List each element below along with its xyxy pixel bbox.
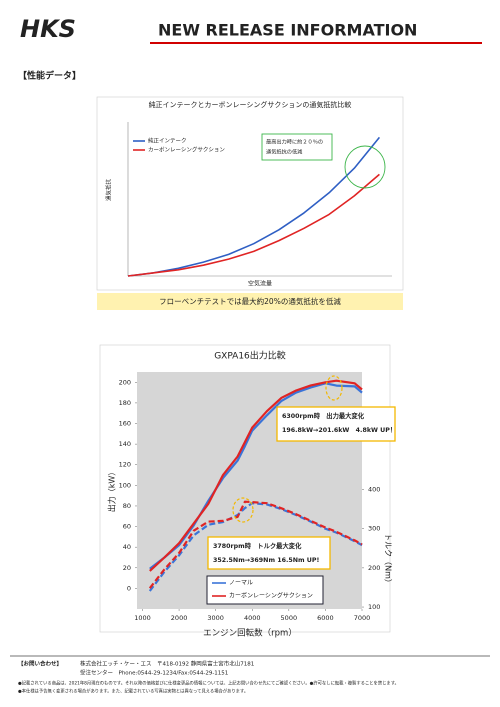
series-line xyxy=(149,382,363,570)
highlight-circle xyxy=(232,497,254,523)
axis-label: 出力（kW） xyxy=(107,468,117,513)
company: 株式会社エッチ・ケー・エス 〒418-0192 静岡県富士宮市北山7181 xyxy=(80,660,254,668)
annotation-box xyxy=(207,536,331,570)
legend-label: ノーマル xyxy=(229,580,253,587)
phone: 受注センター Phone:0544-29-1234/Fax:0544-29-11… xyxy=(80,669,228,677)
legend-label: カーボンレーシングサクション xyxy=(148,146,225,154)
page-title: NEW RELEASE INFORMATION xyxy=(158,21,417,40)
y-tick-label: 40 xyxy=(123,543,131,551)
logo: HKS xyxy=(20,15,76,43)
torque-line xyxy=(148,500,363,589)
annotation: 6300rpm時 出力最大変化 xyxy=(282,411,365,420)
y-tick-label: 160 xyxy=(119,420,131,428)
y-tick-label: 200 xyxy=(119,378,131,386)
caption: フローベンチテストでは最大約20%の通気抵抗を低減 xyxy=(159,296,341,306)
y2-tick-label: 100 xyxy=(368,603,380,611)
x-tick-label: 1000 xyxy=(134,614,151,622)
annotation: 通気抵抗の低減 xyxy=(266,148,303,156)
axis-label: 空気流量 xyxy=(248,280,272,288)
y-tick-label: 20 xyxy=(123,564,131,572)
axis-label: トルク（Nm） xyxy=(384,533,393,587)
highlight-circle xyxy=(344,145,386,189)
y-tick-label: 120 xyxy=(119,461,131,469)
annotation: 最高出力時に約２０％の xyxy=(266,138,323,146)
y-tick-label: 0 xyxy=(127,584,131,592)
x-tick-label: 6000 xyxy=(317,614,334,622)
chart-title: 純正インテークとカーボンレーシングサクションの通気抵抗比較 xyxy=(149,100,352,109)
y-tick-label: 80 xyxy=(123,502,131,510)
x-tick-label: 2000 xyxy=(171,614,188,622)
note: ●記載されている商品は、2021年8月現在のものです。それ以降の価格並びに仕様変… xyxy=(18,680,399,687)
note: ●本仕様は予告無く変更される場合があります。また、記載されている写真は実物とは異… xyxy=(18,688,248,695)
series-line xyxy=(127,173,380,277)
y2-tick-label: 300 xyxy=(368,525,380,533)
chart-title: GXPA16出力比較 xyxy=(214,350,286,362)
series-line xyxy=(127,136,381,277)
caption-bar xyxy=(97,293,403,310)
axis-label: 通気抵抗 xyxy=(105,179,113,202)
y2-tick-label: 200 xyxy=(368,564,380,572)
contact-label: 【お問い合わせ】 xyxy=(18,660,62,668)
plot-area xyxy=(128,122,392,276)
x-tick-label: 3000 xyxy=(207,614,224,622)
annotation: 196.8kW→201.6kW 4.8kW UP！ xyxy=(282,426,396,434)
series-line xyxy=(149,379,363,572)
y2-tick-label: 400 xyxy=(368,486,380,494)
annotation: 3780rpm時 トルク最大変化 xyxy=(213,541,302,550)
highlight-circle xyxy=(325,375,343,401)
axis-label: エンジン回転数（rpm） xyxy=(203,628,297,639)
x-tick-label: 7000 xyxy=(354,614,371,622)
annotation-box xyxy=(276,406,396,442)
annotation: 352.5Nm→369Nm 16.5Nm UP! xyxy=(213,557,319,564)
section-label: 【性能データ】 xyxy=(18,70,81,82)
legend-label: 純正インテーク xyxy=(148,137,187,145)
y-tick-label: 180 xyxy=(119,399,131,407)
x-tick-label: 4000 xyxy=(244,614,261,622)
legend-label: カーボンレーシングサクション xyxy=(229,592,313,600)
annotation-box xyxy=(261,133,333,161)
y-tick-label: 60 xyxy=(123,523,131,531)
y-tick-label: 140 xyxy=(119,440,131,448)
y-tick-label: 100 xyxy=(119,481,131,489)
x-tick-label: 5000 xyxy=(281,614,298,622)
legend-box xyxy=(206,575,324,605)
